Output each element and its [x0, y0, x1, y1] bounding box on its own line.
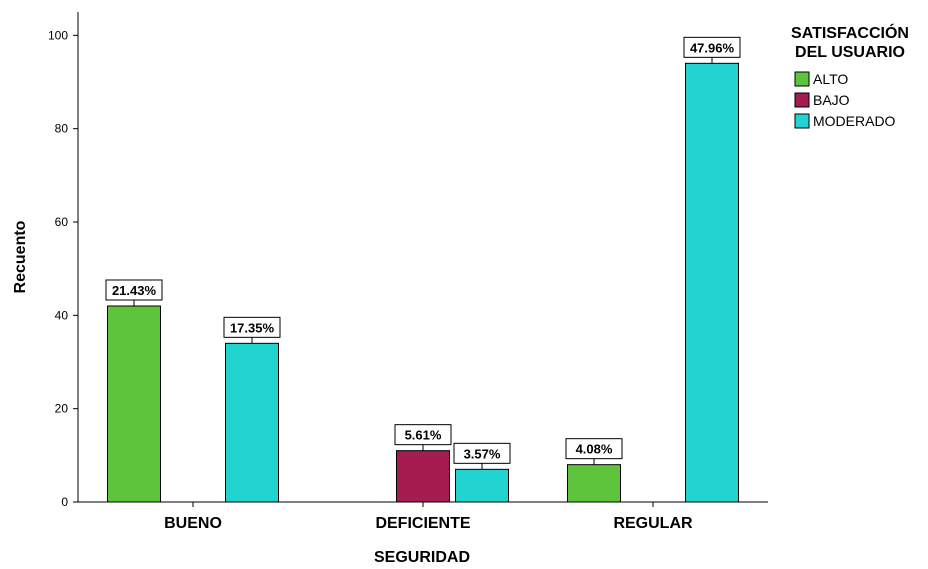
legend-swatch-alto: [794, 71, 810, 87]
legend-label-bajo: BAJO: [813, 92, 850, 108]
data-label: 21.43%: [112, 283, 157, 298]
legend-title-line-2: DEL USUARIO: [795, 44, 905, 61]
bar-bajo-deficiente: [396, 450, 450, 503]
y-tick-label: 20: [55, 402, 69, 416]
data-label: 47.96%: [690, 40, 735, 55]
legend-label-alto: ALTO: [813, 71, 848, 87]
bar-moderado-bueno: [225, 342, 279, 503]
y-axis: 0 20 40 60 80 100: [48, 12, 79, 509]
data-label-box: [105, 279, 163, 301]
bars: [107, 62, 739, 503]
bar-alto-regular: [567, 464, 621, 503]
y-tick-label: 60: [55, 215, 69, 229]
legend-swatch-moderado: [794, 113, 810, 129]
x-tick-label: BUENO: [164, 515, 222, 532]
data-labels: 21.43% 17.35% 5.61% 3.57% 4.08% 47.96%: [105, 36, 741, 470]
data-label: 3.57%: [464, 446, 501, 461]
data-label: 4.08%: [576, 442, 613, 457]
data-label: 17.35%: [230, 320, 275, 335]
bar-moderado-deficiente: [455, 468, 509, 503]
data-label: 5.61%: [405, 428, 442, 443]
legend-label-moderado: MODERADO: [813, 113, 896, 129]
data-label-box: [394, 424, 452, 446]
data-label-box: [453, 442, 511, 464]
legend-swatch-bajo: [794, 92, 810, 108]
data-label-box: [683, 36, 741, 58]
data-label-box: [565, 438, 623, 460]
bar-alto-bueno: [107, 305, 161, 503]
y-tick-label: 40: [55, 308, 69, 322]
y-tick-label: 100: [48, 28, 68, 42]
x-axis-title: SEGURIDAD: [374, 549, 470, 566]
x-axis: BUENO DEFICIENTE REGULAR: [78, 501, 768, 532]
y-tick-label: 0: [61, 495, 68, 509]
y-axis-title: Recuento: [12, 220, 29, 293]
legend-title-line-1: SATISFACCIÓN: [791, 23, 909, 42]
y-tick-label: 80: [55, 122, 69, 136]
x-tick-label: REGULAR: [613, 515, 693, 532]
legend: SATISFACCIÓN DEL USUARIO ALTO BAJO MODERAD…: [791, 23, 909, 129]
data-label-box: [223, 316, 281, 338]
x-tick-label: DEFICIENTE: [375, 515, 470, 532]
bar-moderado-regular: [685, 62, 739, 503]
